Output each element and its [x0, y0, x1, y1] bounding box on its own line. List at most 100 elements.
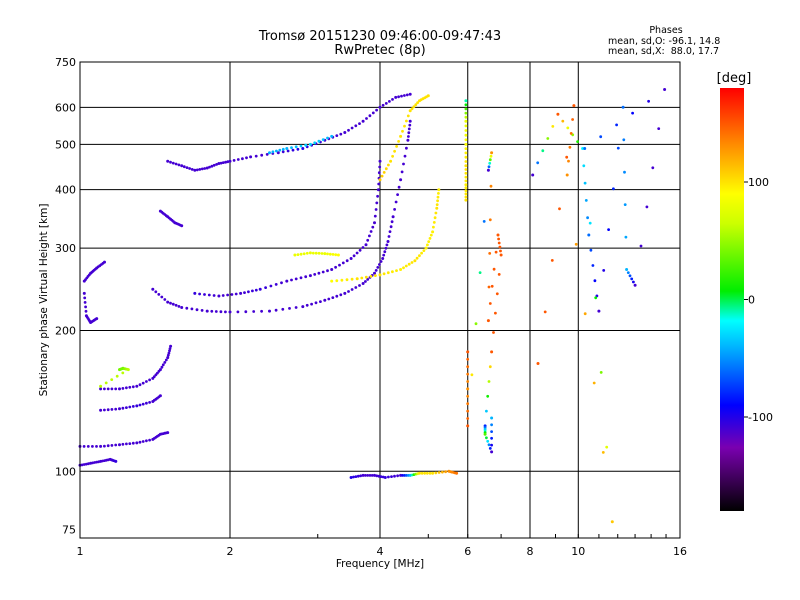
data-point-interp	[304, 143, 308, 147]
data-point	[389, 159, 393, 163]
colorbar	[720, 88, 744, 511]
data-point	[399, 178, 403, 182]
data-point-interp	[236, 310, 240, 314]
data-point-interp	[389, 225, 393, 229]
data-point-interp	[103, 444, 106, 448]
data-point-interp	[464, 138, 468, 142]
data-point-interp	[366, 238, 370, 242]
data-point	[583, 147, 587, 150]
data-point-interp	[210, 309, 214, 313]
data-point	[217, 294, 221, 298]
data-point-interp	[169, 301, 172, 305]
data-point-interp	[103, 408, 106, 412]
data-point-interp	[141, 381, 145, 385]
data-point-interp	[275, 149, 278, 153]
data-point-interp	[131, 441, 135, 445]
data-point-interp	[188, 167, 192, 170]
data-point-interp	[379, 475, 383, 478]
data-point	[268, 151, 271, 155]
chart-title: Tromsø 20151230 09:46:00-09:47:43	[258, 29, 501, 44]
data-point-interp	[403, 124, 406, 128]
data-point-interp	[388, 230, 392, 234]
data-point-interp	[583, 181, 587, 185]
data-point-interp	[91, 445, 94, 448]
data-point-interp	[576, 140, 579, 144]
data-point	[285, 279, 289, 283]
data-point-interp	[486, 439, 490, 443]
data-point	[464, 164, 468, 168]
data-point-interp	[393, 474, 396, 478]
grid-lines	[79, 62, 681, 538]
data-point-interp	[437, 471, 441, 474]
data-point	[158, 368, 162, 372]
data-point	[361, 473, 365, 477]
data-point	[103, 260, 106, 264]
data-point	[625, 268, 629, 271]
data-point-interp	[244, 310, 248, 314]
data-point-interp	[350, 288, 354, 291]
data-point	[193, 291, 197, 295]
data-point-interp	[405, 146, 408, 150]
x-tick-label: 2	[227, 545, 234, 558]
data-point-interp	[433, 216, 437, 220]
data-point-interp	[391, 154, 394, 158]
data-point	[424, 246, 428, 250]
data-point-interp	[311, 251, 315, 255]
data-point-interp	[464, 192, 468, 196]
data-point-interp	[393, 208, 396, 211]
data-point	[118, 407, 121, 411]
data-point-interp	[141, 440, 145, 443]
data-point-interp	[254, 154, 258, 158]
x-axis-label: Frequency [MHz]	[336, 558, 424, 570]
data-point	[597, 309, 601, 313]
data-point	[426, 94, 430, 98]
y-tick-label: 200	[55, 324, 76, 337]
data-point-interp	[571, 118, 574, 121]
data-point-interp	[106, 408, 110, 412]
data-point-interp	[190, 168, 194, 171]
data-point-interp	[420, 471, 424, 475]
data-point-interp	[195, 308, 199, 312]
data-point-interp	[488, 218, 492, 222]
data-point-interp	[271, 150, 275, 154]
data-point-interp	[331, 253, 335, 256]
data-point-interp	[395, 145, 398, 148]
data-point-interp	[651, 166, 655, 170]
data-point-interp	[121, 442, 125, 446]
data-point-interp	[364, 280, 367, 283]
data-point	[486, 319, 490, 323]
x-tick-label: 4	[377, 545, 384, 558]
data-point-interp	[396, 193, 399, 197]
data-point-interp	[260, 153, 264, 157]
data-point	[406, 138, 410, 142]
x-tick-labels: 1 2 4 6 8 10 16	[77, 545, 688, 558]
data-point	[336, 253, 340, 257]
data-point-interp	[387, 235, 391, 238]
data-point-interp	[291, 148, 295, 152]
data-point	[378, 159, 382, 163]
data-point-interp	[418, 254, 421, 258]
data-point-interp	[230, 293, 234, 296]
data-point-interp	[490, 430, 493, 433]
data-point	[408, 109, 412, 113]
data-point-interp	[280, 281, 283, 285]
data-point-interp	[464, 151, 468, 155]
data-point-interp	[95, 445, 98, 448]
data-point-interp	[340, 278, 344, 282]
data-point-interp	[247, 290, 250, 294]
data-point-interp	[327, 297, 331, 301]
data-point-interp	[339, 293, 343, 297]
data-point-interp	[390, 220, 394, 224]
data-point-interp	[375, 474, 379, 478]
data-point-interp	[488, 365, 492, 369]
data-point	[205, 309, 209, 313]
data-point-interp	[407, 131, 411, 135]
data-point-interp	[426, 243, 429, 247]
data-point-interp	[361, 246, 365, 249]
data-point-interp	[131, 385, 135, 389]
data-point	[394, 95, 398, 99]
data-point	[391, 215, 395, 219]
data-point	[355, 277, 359, 281]
data-point	[464, 119, 468, 123]
data-point-interp	[84, 305, 87, 309]
